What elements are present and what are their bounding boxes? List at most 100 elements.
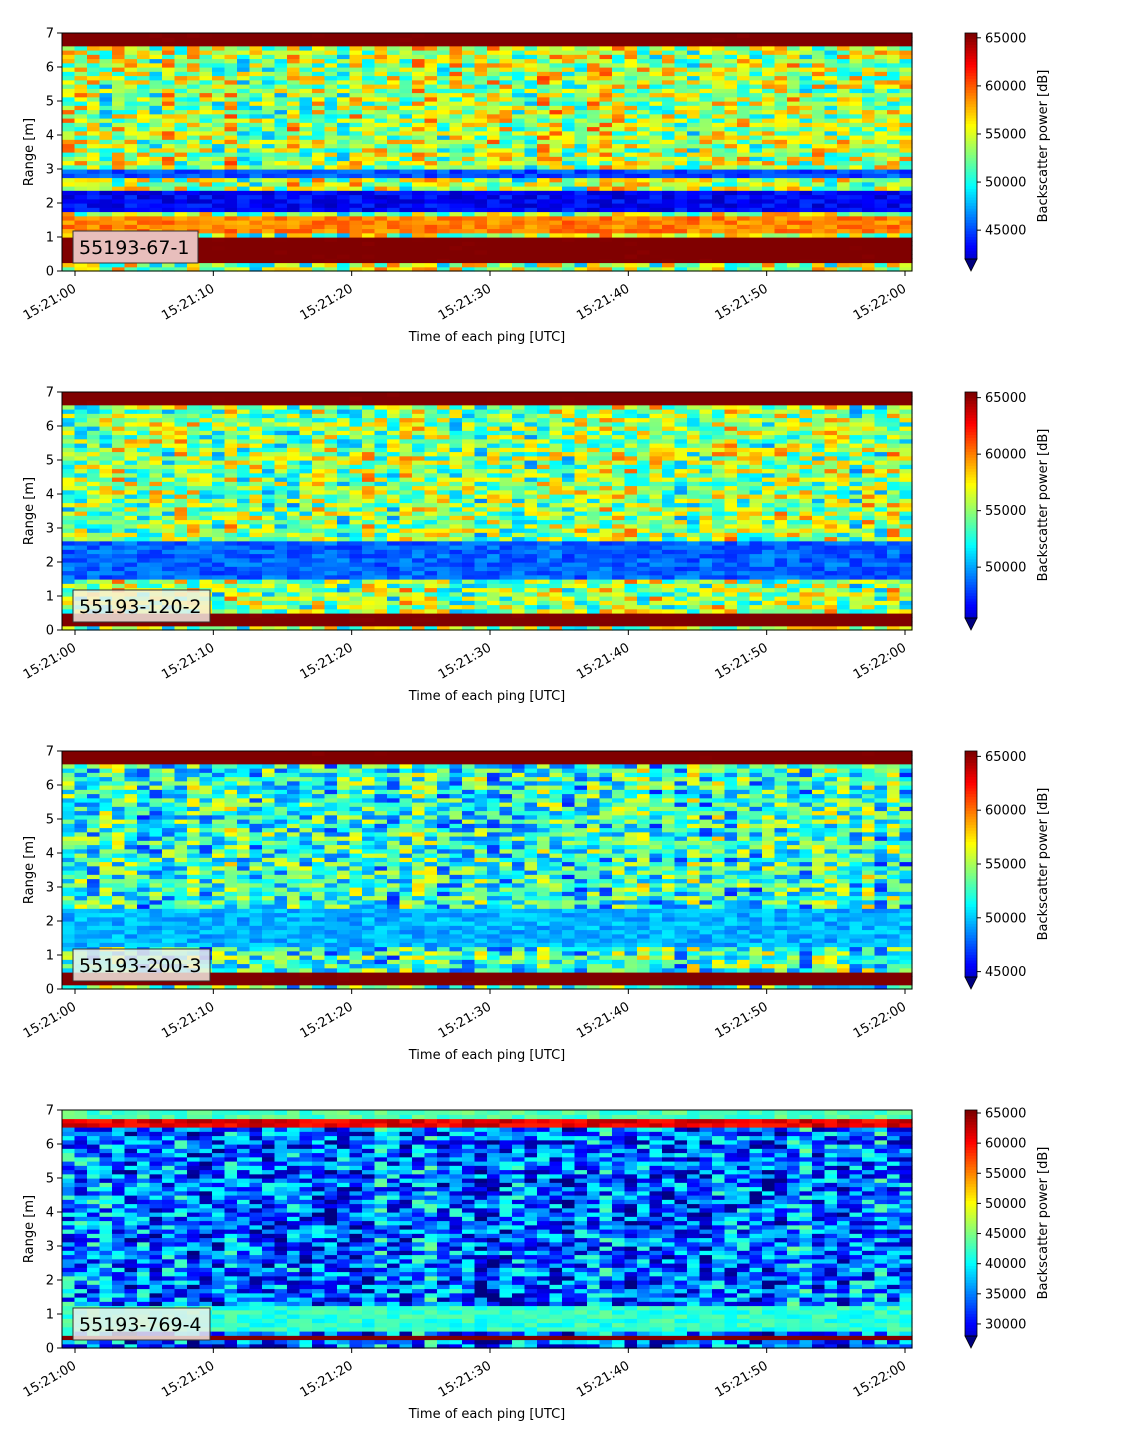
- heatmap-cell: [112, 575, 125, 580]
- heatmap-cell: [712, 254, 725, 259]
- heatmap-cell: [425, 207, 438, 212]
- heatmap-cell: [787, 203, 800, 208]
- heatmap-cell: [87, 59, 100, 64]
- heatmap-cell: [212, 76, 225, 81]
- heatmap-cell: [900, 203, 913, 208]
- heatmap-cell: [712, 161, 725, 166]
- heatmap-cell: [362, 216, 375, 221]
- heatmap-cell: [437, 237, 450, 242]
- heatmap-cell: [350, 186, 363, 191]
- heatmap-cell: [287, 600, 300, 605]
- heatmap-cell: [750, 178, 763, 183]
- heatmap-cell: [800, 80, 813, 85]
- heatmap-cell: [150, 114, 163, 119]
- heatmap-cell: [737, 165, 750, 170]
- heatmap-cell: [737, 199, 750, 204]
- heatmap-cell: [287, 498, 300, 503]
- heatmap-cell: [200, 246, 213, 251]
- heatmap-cell: [575, 80, 588, 85]
- heatmap-cell: [237, 110, 250, 115]
- heatmap-cell: [875, 250, 888, 255]
- heatmap-cell: [100, 481, 113, 486]
- heatmap-cell: [600, 105, 613, 110]
- heatmap-cell: [687, 42, 700, 47]
- heatmap-cell: [687, 254, 700, 259]
- heatmap-cell: [375, 258, 388, 263]
- heatmap-cell: [500, 263, 513, 268]
- heatmap-cell: [675, 114, 688, 119]
- heatmap-cell: [75, 396, 88, 401]
- heatmap-cell: [737, 216, 750, 221]
- heatmap-cell: [687, 233, 700, 238]
- heatmap-cell: [512, 190, 525, 195]
- heatmap-cell: [787, 190, 800, 195]
- heatmap-cell: [300, 165, 313, 170]
- heatmap-cell: [87, 477, 100, 482]
- heatmap-cell: [562, 199, 575, 204]
- heatmap-cell: [625, 258, 638, 263]
- heatmap-cell: [900, 131, 913, 136]
- heatmap-cell: [837, 156, 850, 161]
- heatmap-cell: [450, 144, 463, 149]
- heatmap-cell: [662, 33, 675, 38]
- heatmap-cell: [100, 50, 113, 55]
- heatmap-cell: [75, 195, 88, 200]
- heatmap-cell: [350, 76, 363, 81]
- heatmap-cell: [237, 224, 250, 229]
- heatmap-cell: [225, 144, 238, 149]
- heatmap-cell: [450, 50, 463, 55]
- heatmap-cell: [687, 105, 700, 110]
- heatmap-cell: [387, 131, 400, 136]
- heatmap-cell: [150, 401, 163, 406]
- heatmap-cell: [800, 258, 813, 263]
- heatmap-cell: [300, 233, 313, 238]
- heatmap-cell: [250, 250, 263, 255]
- heatmap-cell: [62, 490, 75, 495]
- heatmap-cell: [862, 135, 875, 140]
- heatmap-cell: [587, 122, 600, 127]
- heatmap-cell: [375, 46, 388, 51]
- heatmap-cell: [612, 186, 625, 191]
- heatmap-cell: [475, 46, 488, 51]
- heatmap-cell: [175, 195, 188, 200]
- heatmap-cell: [162, 464, 175, 469]
- heatmap-cell: [462, 80, 475, 85]
- heatmap-cell: [887, 144, 900, 149]
- heatmap-cell: [737, 190, 750, 195]
- heatmap-cell: [725, 114, 738, 119]
- heatmap-cell: [362, 250, 375, 255]
- heatmap-cell: [775, 156, 788, 161]
- heatmap-cell: [300, 93, 313, 98]
- heatmap-cell: [737, 195, 750, 200]
- heatmap-cell: [237, 84, 250, 89]
- heatmap-cell: [200, 430, 213, 435]
- heatmap-cell: [112, 46, 125, 51]
- heatmap-cell: [850, 63, 863, 68]
- heatmap-cell: [900, 224, 913, 229]
- heatmap-cell: [612, 178, 625, 183]
- heatmap-cell: [600, 59, 613, 64]
- heatmap-cell: [275, 515, 288, 520]
- heatmap-cell: [775, 203, 788, 208]
- heatmap-cell: [737, 84, 750, 89]
- heatmap-cell: [762, 229, 775, 234]
- heatmap-cell: [575, 263, 588, 268]
- heatmap-cell: [300, 122, 313, 127]
- heatmap-cell: [562, 165, 575, 170]
- heatmap-cell: [225, 135, 238, 140]
- heatmap-cell: [875, 220, 888, 225]
- heatmap-cell: [275, 54, 288, 59]
- heatmap-cell: [200, 426, 213, 431]
- heatmap-cell: [312, 229, 325, 234]
- heatmap-cell: [125, 156, 138, 161]
- heatmap-cell: [337, 97, 350, 102]
- heatmap-cell: [237, 507, 250, 512]
- heatmap-cell: [225, 84, 238, 89]
- heatmap-cell: [537, 88, 550, 93]
- heatmap-cell: [100, 575, 113, 580]
- heatmap-cell: [662, 220, 675, 225]
- heatmap-cell: [237, 592, 250, 597]
- heatmap-cell: [150, 494, 163, 499]
- heatmap-cell: [900, 80, 913, 85]
